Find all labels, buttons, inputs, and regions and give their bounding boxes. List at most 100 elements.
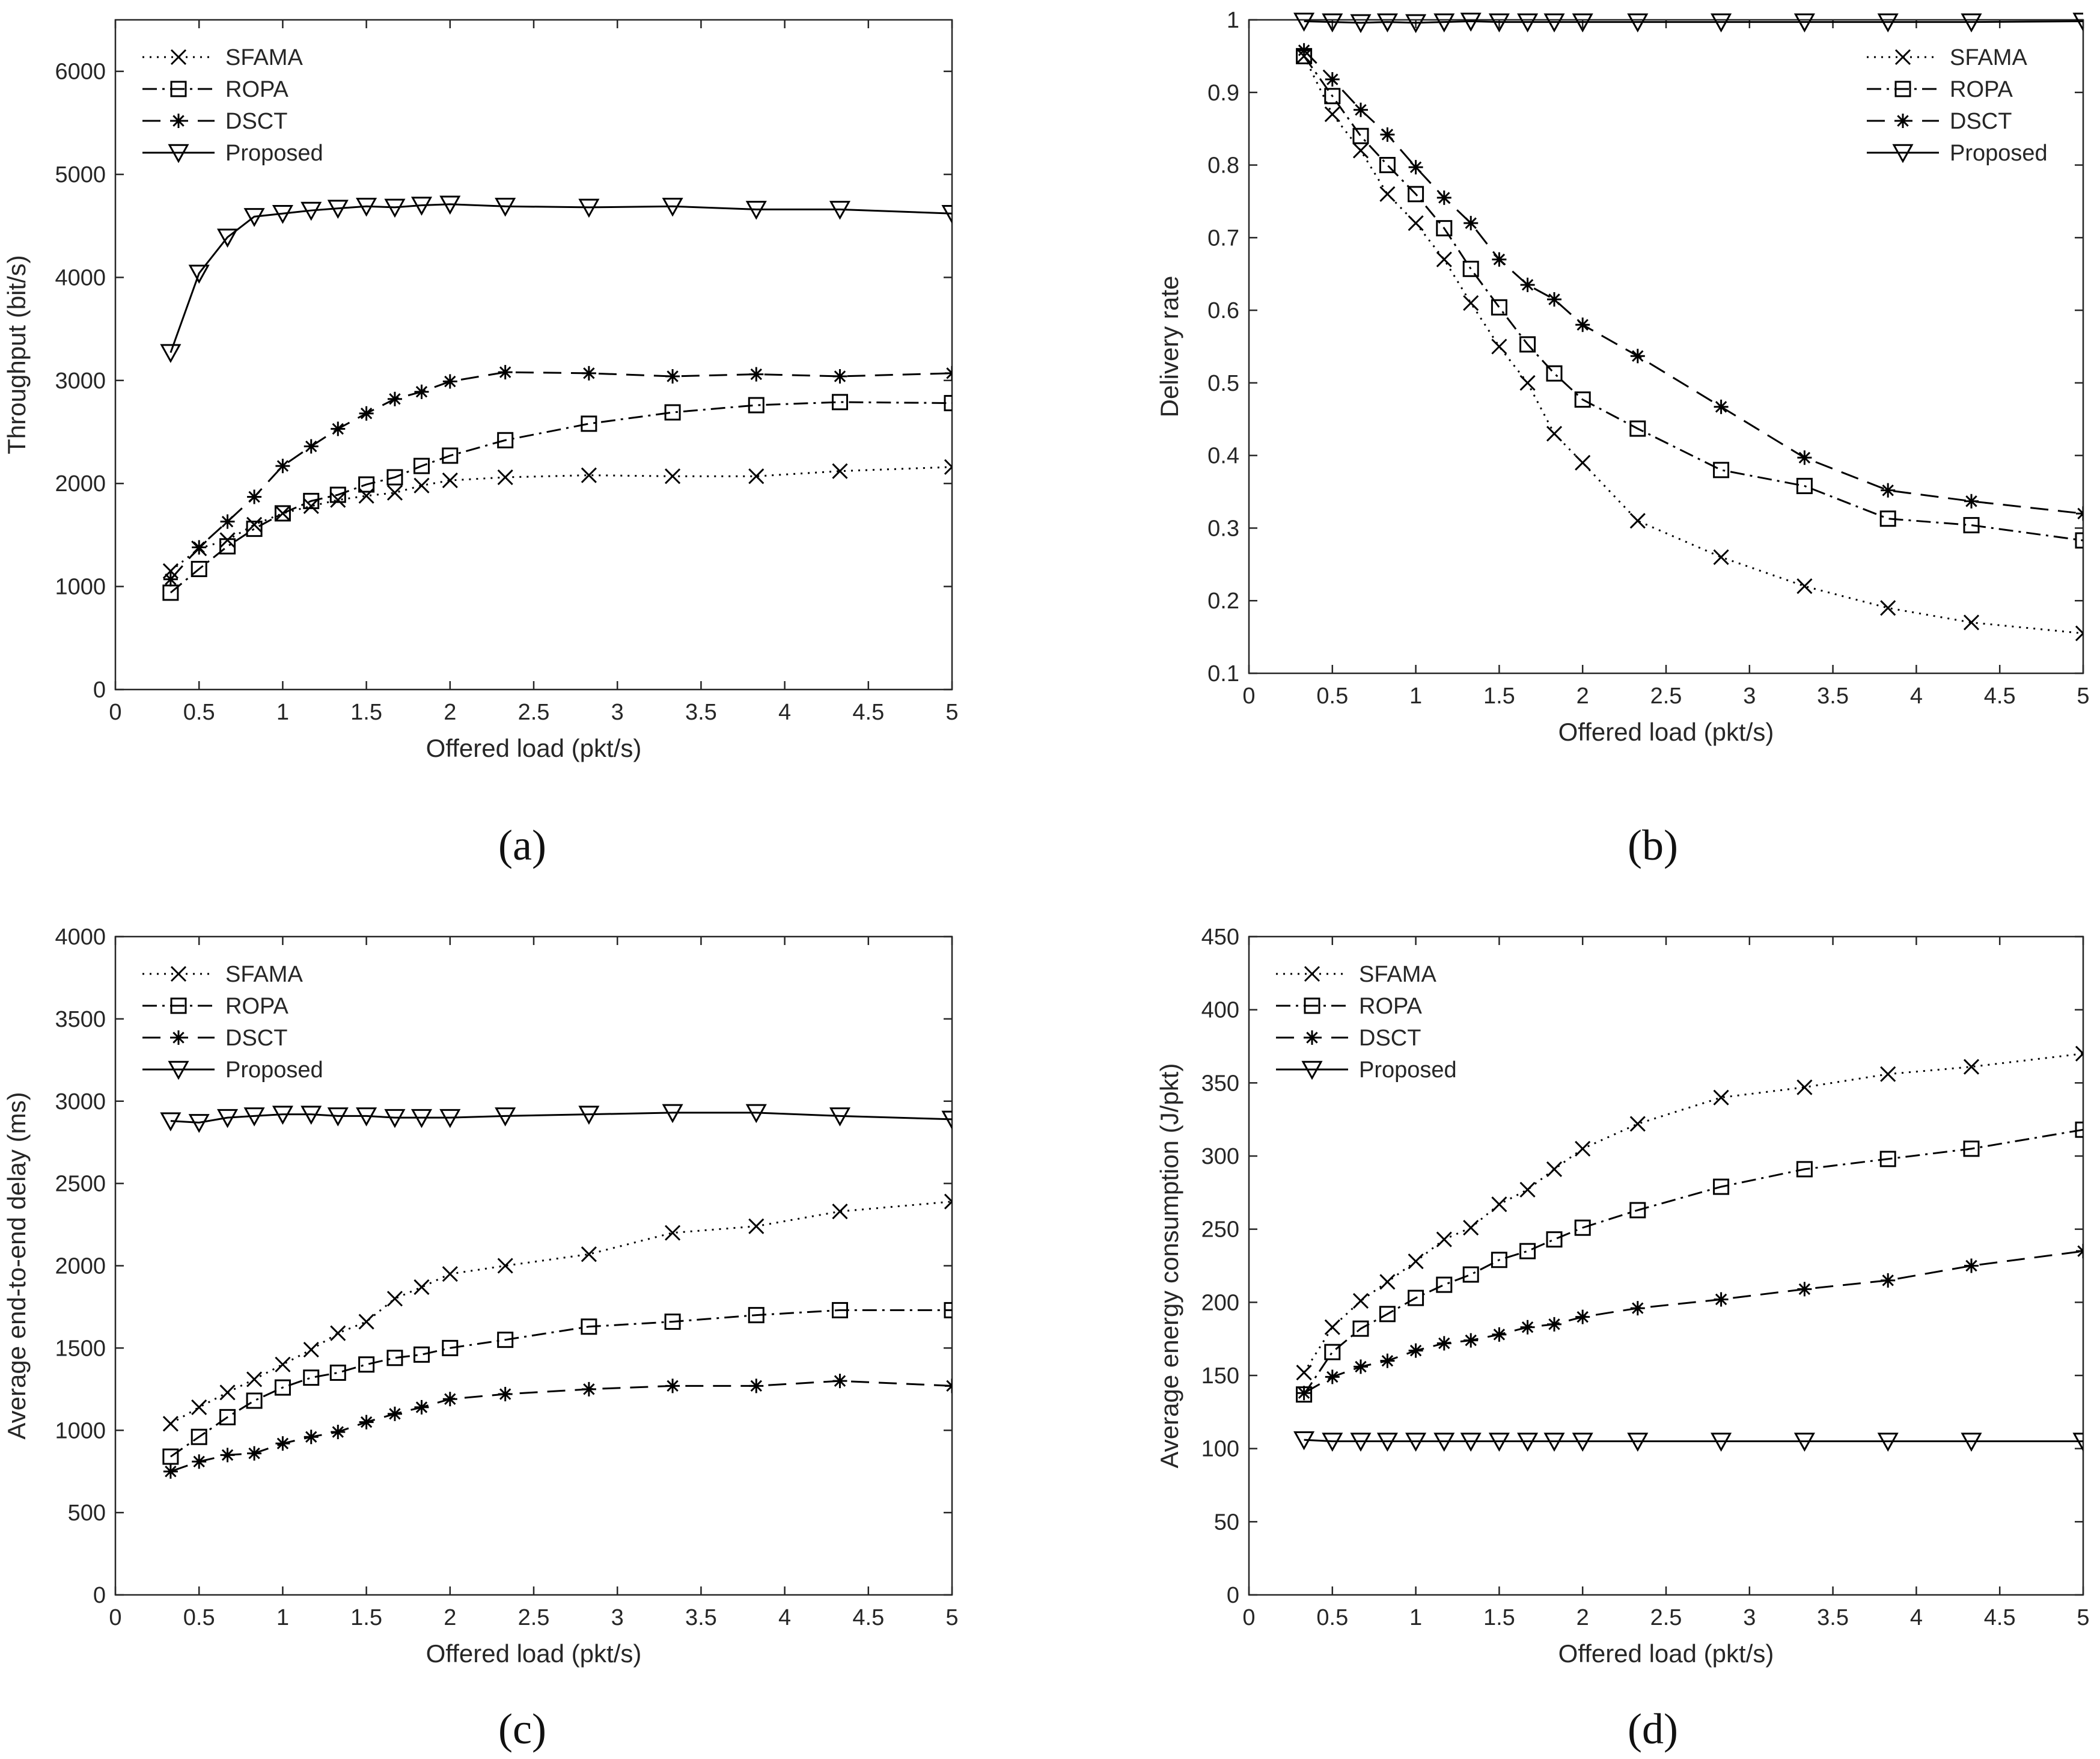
data-point-dsct <box>1797 1282 1812 1297</box>
series-line-ropa <box>1303 1128 2083 1395</box>
data-point-dsct <box>331 421 346 436</box>
y-tick-label: 1000 <box>55 575 106 600</box>
data-point-dsct <box>275 459 290 474</box>
series-ropa <box>162 394 952 601</box>
data-point-proposed <box>411 1109 433 1128</box>
x-tick-label: 4.5 <box>852 1605 884 1630</box>
data-point-sfama <box>832 463 848 479</box>
data-point-ropa <box>358 476 375 493</box>
data-point-sfama <box>414 1279 430 1296</box>
x-tick-label: 2 <box>444 700 456 725</box>
x-tick-label: 5 <box>2077 684 2089 709</box>
data-point-dsct <box>1630 1301 1645 1316</box>
data-point-sfama <box>944 459 952 475</box>
data-point-proposed <box>1572 13 1593 32</box>
data-point-ropa <box>329 1364 346 1381</box>
y-tick-label: 3000 <box>55 369 106 394</box>
data-point-dsct <box>1436 1336 1451 1351</box>
legend-label-sfama: SFAMA <box>225 962 303 987</box>
y-tick-label: 2000 <box>55 1254 106 1279</box>
data-point-proposed <box>272 1106 293 1125</box>
data-point-ropa <box>413 457 430 474</box>
legend-label-dsct: DSCT <box>225 109 287 134</box>
data-point-sfama <box>1629 1116 1646 1132</box>
data-point-dsct <box>331 1424 346 1439</box>
data-point-dsct <box>832 369 847 384</box>
data-point-dsct <box>945 366 952 381</box>
series-line-ropa <box>170 1309 952 1458</box>
data-point-proposed <box>1543 1433 1565 1452</box>
data-point-ropa <box>581 1318 597 1335</box>
data-point-sfama <box>748 1218 765 1234</box>
data-point-sfama <box>665 1225 681 1241</box>
data-point-proposed <box>1961 13 1982 32</box>
data-point-sfama <box>1629 513 1646 529</box>
series-dsct <box>163 1374 952 1479</box>
x-tick-label: 0.5 <box>183 1605 215 1630</box>
y-tick-label: 0.8 <box>1207 153 1239 179</box>
data-point-dsct <box>304 439 319 454</box>
data-point-proposed <box>578 198 600 218</box>
data-point-ropa <box>413 1346 430 1363</box>
data-point-ropa <box>274 505 291 522</box>
series-line-proposed <box>169 203 952 353</box>
data-point-ropa <box>1963 1140 1980 1157</box>
data-point-dsct <box>1408 1343 1423 1358</box>
chart-3: 0 0.5 1 1.5 2 2.5 3 3.5 4 4.5 5 0 500 1000 1500 2000 250… <box>2 925 959 1668</box>
data-point-dsct <box>275 1436 290 1451</box>
data-point-sfama <box>1713 549 1729 565</box>
data-point-proposed <box>1376 13 1398 32</box>
x-tick-label: 3 <box>611 700 624 725</box>
data-point-sfama <box>1491 338 1507 355</box>
data-point-sfama <box>581 467 597 483</box>
data-point-ropa <box>1879 510 1896 527</box>
legend-label-ropa: ROPA <box>225 77 289 102</box>
x-tick-label: 4 <box>1910 1605 1923 1630</box>
data-point-ropa <box>442 447 459 464</box>
data-point-sfama <box>1880 1066 1896 1082</box>
data-point-ropa <box>1408 1289 1424 1306</box>
series-line-proposed <box>1304 20 2083 24</box>
y-tick-label: 4000 <box>55 925 106 950</box>
data-point-ropa <box>303 492 320 509</box>
data-point-dsct <box>442 374 457 389</box>
panel-label-a: (a) <box>498 821 546 869</box>
data-point-dsct <box>665 369 680 384</box>
data-point-proposed <box>188 265 210 284</box>
x-tick-label: 3.5 <box>1817 684 1849 709</box>
data-point-ropa <box>1324 88 1341 105</box>
data-point-ropa <box>1546 1231 1563 1248</box>
y-tick-label: 1 <box>1227 8 1239 33</box>
data-point-proposed <box>160 1112 182 1131</box>
data-point-ropa <box>1574 391 1591 408</box>
y-tick-label: 0.1 <box>1207 661 1239 687</box>
data-point-proposed <box>1350 14 1372 34</box>
data-point-dsct <box>1408 160 1423 175</box>
data-point-proposed <box>495 1107 516 1127</box>
series-ropa <box>162 1302 952 1465</box>
x-tick-label: 4.5 <box>852 700 884 725</box>
legend-marker-dsct <box>171 1030 186 1045</box>
x-tick-label: 0.5 <box>1316 1605 1348 1630</box>
data-point-proposed <box>1376 1433 1398 1452</box>
data-point-dsct <box>1464 216 1479 231</box>
legend-marker-ropa <box>170 997 187 1014</box>
plot-frame <box>114 19 953 691</box>
data-point-sfama <box>275 1356 291 1372</box>
legend: SFAMA ROPA DSCT Proposed <box>1276 962 1457 1083</box>
data-point-dsct <box>581 1381 596 1396</box>
data-point-proposed <box>1488 1433 1510 1452</box>
chart-2: 0 0.5 1 1.5 2 2.5 3 3.5 4 4.5 5 0.1 0.2 0.3 0.4 0.5 0.6 0… <box>1155 8 2090 746</box>
data-point-proposed <box>411 197 433 216</box>
series-proposed <box>1293 13 2083 34</box>
data-point-sfama <box>1379 186 1396 202</box>
y-tick-label: 350 <box>1201 1071 1239 1096</box>
data-point-sfama <box>191 1399 207 1415</box>
data-point-sfama <box>303 1342 319 1358</box>
y-tick-label: 200 <box>1201 1290 1239 1315</box>
legend-marker-proposed <box>1892 144 1914 164</box>
data-point-sfama <box>1436 1231 1452 1247</box>
y-tick-label: 2000 <box>55 471 106 497</box>
data-point-dsct <box>247 489 262 504</box>
data-point-sfama <box>1519 375 1536 391</box>
